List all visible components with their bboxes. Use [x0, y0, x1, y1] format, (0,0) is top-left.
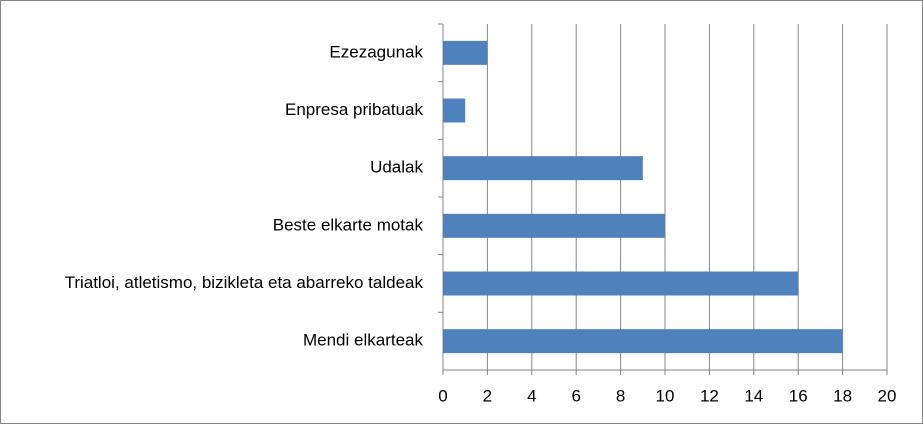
x-tick-label: 8 [616, 386, 625, 405]
y-tick-label: Enpresa pribatuak [285, 100, 423, 119]
bar [443, 98, 466, 123]
y-tick-label: Triatloi, atletismo, bizikleta eta abarr… [65, 273, 424, 292]
bar [443, 213, 665, 238]
x-tick-label: 20 [878, 386, 897, 405]
bar [443, 156, 643, 181]
x-tick-label: 4 [527, 386, 536, 405]
x-tick-label: 10 [656, 386, 675, 405]
x-tick-label: 16 [789, 386, 808, 405]
y-tick-label: Udalak [370, 158, 423, 177]
y-tick-label: Beste elkarte motak [273, 215, 424, 234]
y-tick-label: Mendi elkarteak [303, 331, 424, 350]
x-tick-label: 18 [833, 386, 852, 405]
x-tick-label: 14 [744, 386, 763, 405]
bar [443, 271, 799, 296]
y-tick-label: Ezezagunak [329, 42, 423, 61]
x-tick-label: 0 [438, 386, 447, 405]
bar [443, 329, 843, 354]
bar [443, 40, 488, 65]
x-tick-label: 2 [483, 386, 492, 405]
x-tick-label: 6 [571, 386, 580, 405]
x-tick-label: 12 [700, 386, 719, 405]
